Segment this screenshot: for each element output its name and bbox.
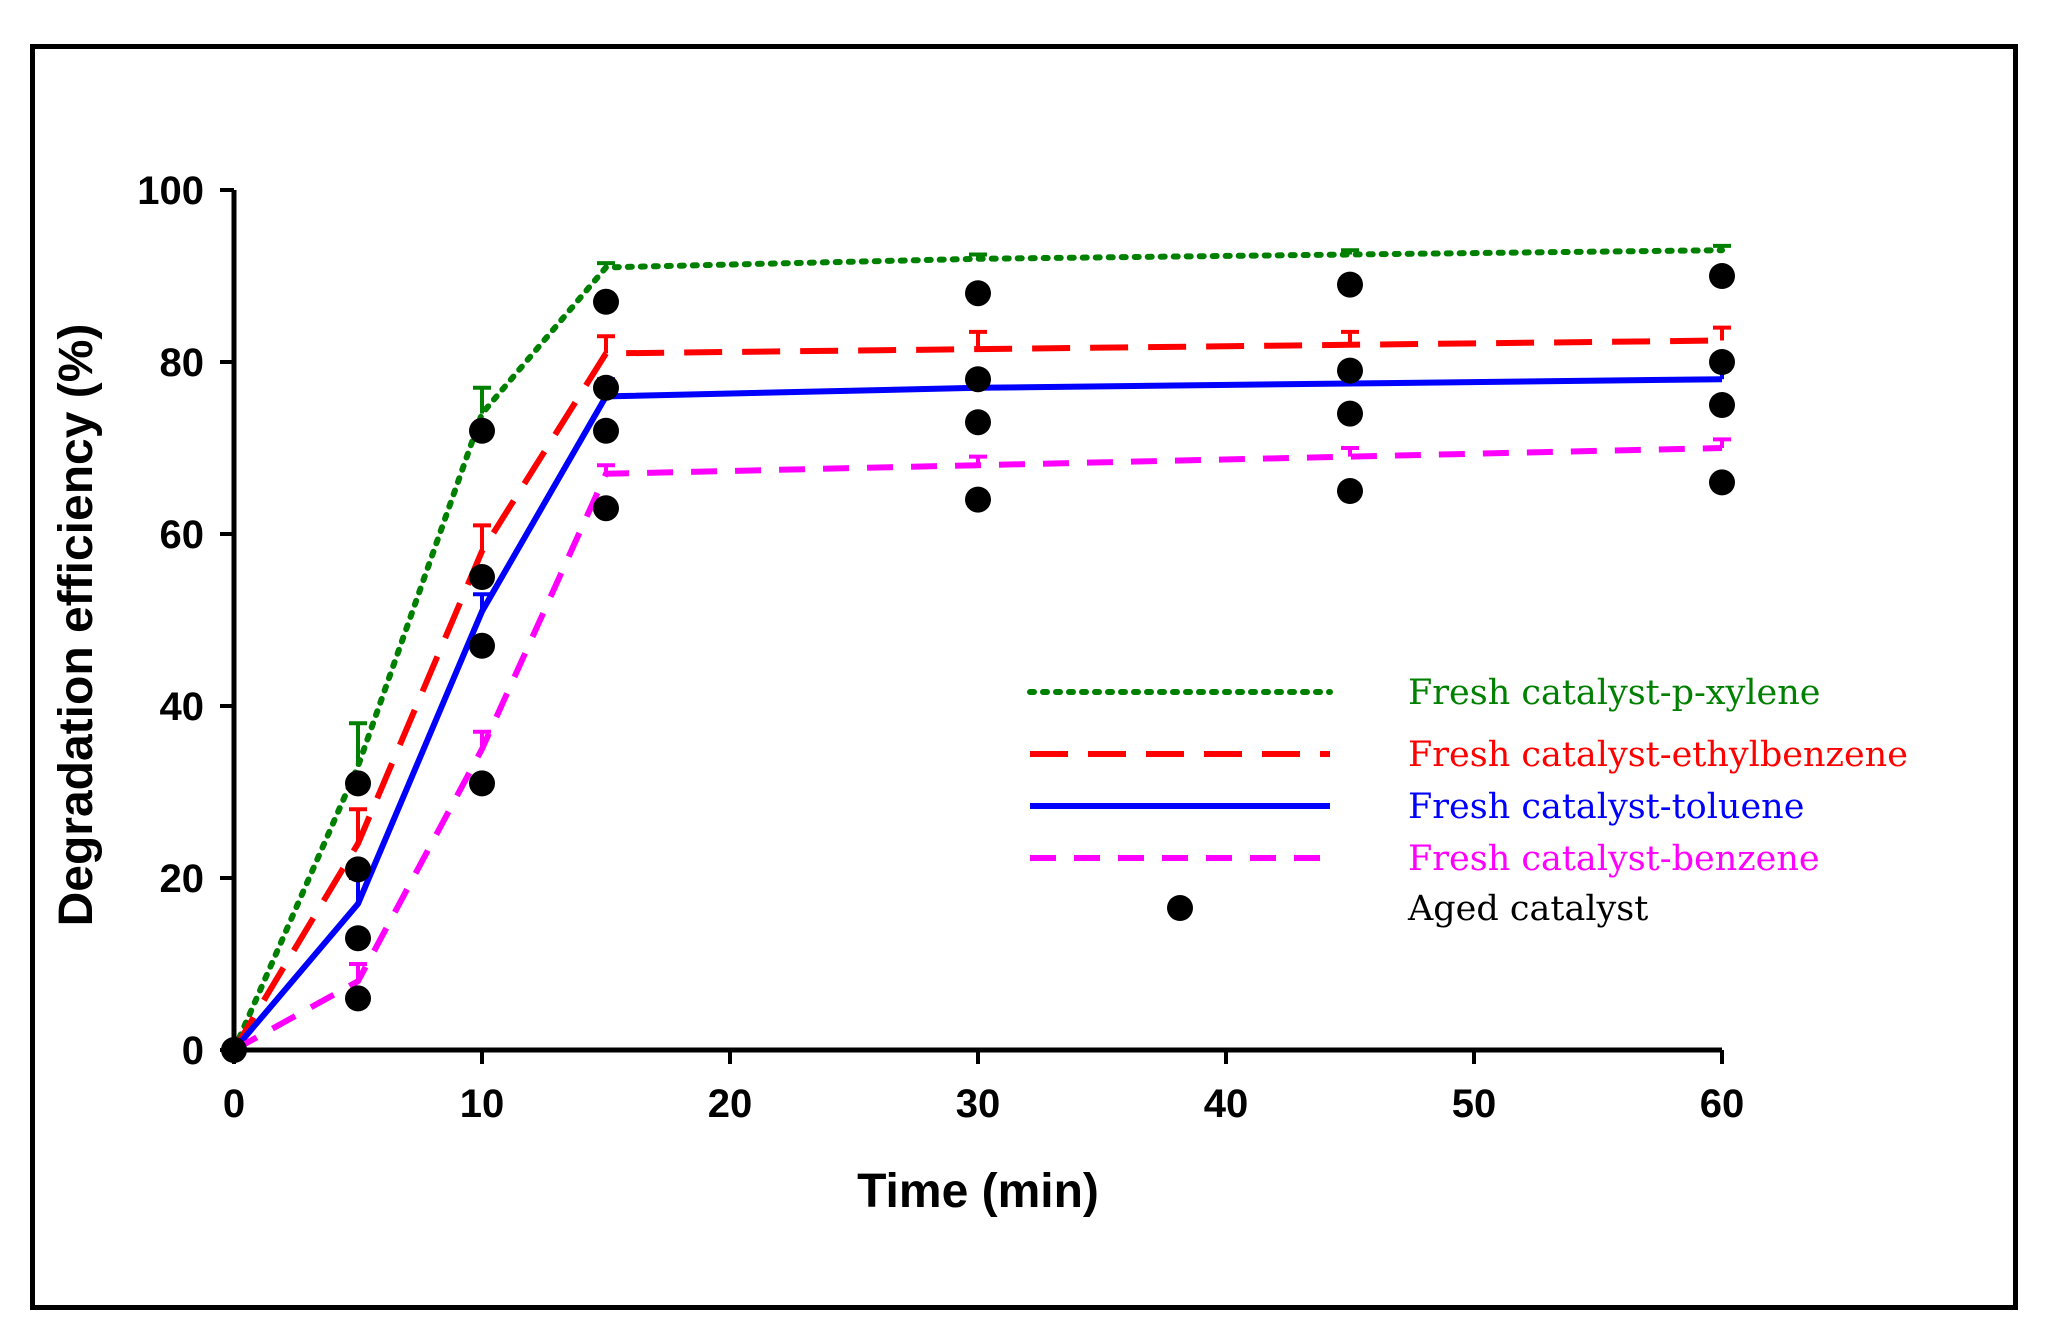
figure-frame bbox=[30, 44, 2018, 1310]
legend-swatch bbox=[1167, 895, 1193, 921]
data-point bbox=[469, 770, 495, 797]
series-fresh-catalyst-ethylbenzene bbox=[231, 325, 1731, 1052]
data-point bbox=[345, 985, 371, 1012]
x-tick-label: 20 bbox=[708, 1082, 753, 1126]
data-point bbox=[965, 486, 991, 513]
legend-label: Fresh catalyst-benzene bbox=[1408, 839, 1820, 879]
data-point bbox=[469, 564, 495, 590]
data-point bbox=[965, 280, 991, 307]
data-point bbox=[469, 632, 495, 659]
legend-label: Fresh catalyst-p-xylene bbox=[1408, 673, 1820, 713]
series-line bbox=[231, 247, 1725, 1053]
y-tick-label: 60 bbox=[160, 513, 205, 557]
x-tick-label: 40 bbox=[1204, 1082, 1249, 1126]
x-tick-label: 0 bbox=[223, 1082, 245, 1126]
data-point bbox=[345, 856, 371, 883]
series-line bbox=[231, 337, 1723, 1052]
series-fresh-catalyst-p-xylene bbox=[231, 243, 1731, 1053]
legend-label: Fresh catalyst-toluene bbox=[1408, 787, 1804, 827]
data-point bbox=[1709, 263, 1735, 289]
x-tick-label: 30 bbox=[956, 1082, 1001, 1126]
data-point bbox=[1709, 392, 1735, 418]
data-point bbox=[345, 770, 371, 797]
data-point bbox=[1337, 478, 1363, 504]
data-point bbox=[1337, 271, 1363, 298]
y-tick-label: 80 bbox=[160, 341, 205, 385]
data-point bbox=[1709, 349, 1735, 375]
data-point bbox=[593, 374, 619, 401]
y-tick-label: 100 bbox=[137, 169, 204, 213]
data-point bbox=[965, 409, 991, 436]
y-tick-label: 20 bbox=[160, 857, 205, 901]
x-tick-label: 60 bbox=[1700, 1082, 1745, 1126]
series-line bbox=[232, 445, 1723, 1053]
x-tick-label: 10 bbox=[460, 1082, 505, 1126]
legend-label: Aged catalyst bbox=[1407, 889, 1648, 929]
y-tick-label: 0 bbox=[182, 1029, 204, 1073]
data-point bbox=[1709, 469, 1735, 496]
data-point bbox=[469, 417, 495, 444]
data-point bbox=[1337, 357, 1363, 384]
x-axis-title: Time (min) bbox=[857, 1165, 1099, 1218]
data-point bbox=[345, 925, 371, 952]
legend: Fresh catalyst-p-xylene Fresh catalyst-et… bbox=[1027, 673, 1908, 929]
x-tick-label: 50 bbox=[1452, 1082, 1497, 1126]
data-point bbox=[593, 495, 619, 522]
series-fresh-catalyst-benzene bbox=[232, 437, 1731, 1053]
data-point bbox=[1337, 400, 1363, 427]
y-axis-title: Degradation efficiency (%) bbox=[50, 324, 103, 927]
y-tick-label: 40 bbox=[160, 685, 205, 729]
data-point bbox=[593, 417, 619, 444]
data-point bbox=[593, 288, 619, 315]
legend-label: Fresh catalyst-ethylbenzene bbox=[1408, 735, 1908, 775]
aged-catalyst-points bbox=[221, 263, 1735, 1063]
data-point bbox=[965, 366, 991, 393]
